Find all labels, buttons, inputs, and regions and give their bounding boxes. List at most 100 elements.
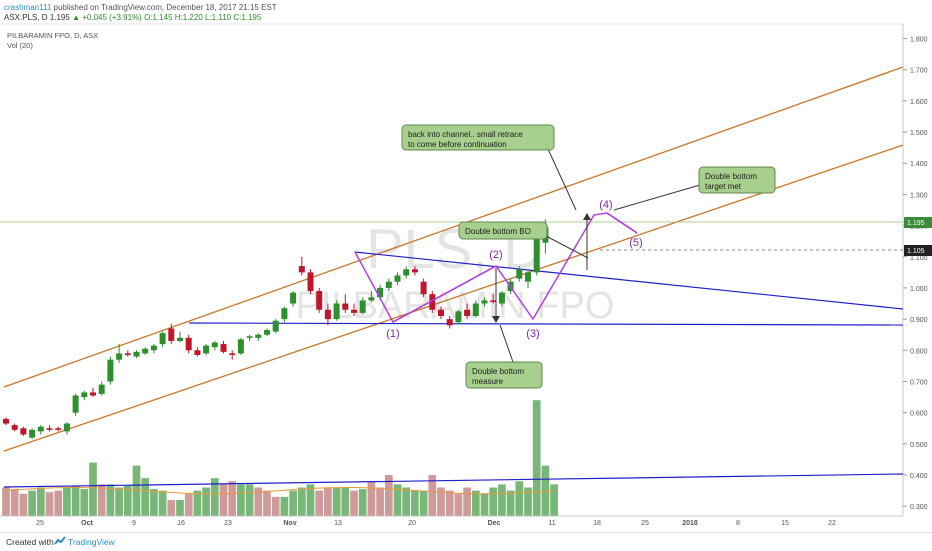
candle-body xyxy=(46,428,53,430)
candle-body xyxy=(298,266,305,273)
volume-bar xyxy=(219,484,228,516)
candle-body xyxy=(516,269,523,279)
time-tick-label: 25 xyxy=(36,520,44,527)
time-tick-label: 11 xyxy=(548,520,555,527)
note-target-box xyxy=(698,166,776,194)
volume-bar xyxy=(419,490,428,516)
candle-body xyxy=(194,350,201,355)
pattern-leg xyxy=(392,265,497,323)
candle-body xyxy=(324,309,331,320)
time-tick-label: 25 xyxy=(641,520,649,527)
volume-bar xyxy=(411,490,419,516)
candle-body xyxy=(150,345,157,351)
candle-body xyxy=(220,344,227,352)
volume-bar xyxy=(402,487,411,516)
volume-bar xyxy=(297,487,306,516)
candle-body xyxy=(29,429,36,438)
time-tick-label: 18 xyxy=(593,520,601,527)
time-tick-label: 20 xyxy=(408,520,416,527)
time-tick-label: 23 xyxy=(224,520,232,527)
candle-body xyxy=(394,275,401,282)
candle-body xyxy=(490,300,497,302)
volume-bar xyxy=(384,475,393,516)
volume-bar xyxy=(184,493,193,516)
price-tick-label: 0.500 xyxy=(910,442,928,449)
watermark: PLS, D PILBARAMIN FPO xyxy=(296,217,615,327)
volume-bar xyxy=(71,485,80,516)
candle-body xyxy=(255,334,262,338)
volume-bar xyxy=(271,496,280,516)
quote-line: ASX:PLS, D 1.195 ▲ +0.045 (+3.91%) O:1.1… xyxy=(4,13,261,22)
last-price: 1.195 xyxy=(49,13,70,22)
candle-body xyxy=(159,333,166,345)
price-axis: 1.8001.7001.6001.5001.4001.3001.2001.100… xyxy=(903,37,932,511)
channel-lower-line xyxy=(3,144,904,452)
publish-line: crashman111 published on TradingView.com… xyxy=(4,3,277,12)
volume-bar xyxy=(437,487,445,516)
candle-body xyxy=(203,345,210,354)
wave-label: (2) xyxy=(489,249,502,261)
marker-price-tag-text: 1.105 xyxy=(907,248,925,255)
note-channel-pointer xyxy=(547,148,577,211)
wave-label: (3) xyxy=(526,328,539,340)
candle-body xyxy=(211,342,218,348)
price-tick-label: 0.600 xyxy=(910,411,928,418)
candle-body xyxy=(229,353,236,355)
note-bo-box xyxy=(458,221,548,240)
volume-legend[interactable]: Vol (20) xyxy=(7,41,33,50)
watermark-name: PILBARAMIN FPO xyxy=(296,285,615,327)
price-tick-label: 0.300 xyxy=(910,504,928,511)
published-text: published on TradingView.com, December 1… xyxy=(53,3,277,12)
volume-bar xyxy=(63,487,71,516)
volume-bar xyxy=(454,493,463,516)
time-tick-label: 22 xyxy=(828,520,836,527)
chart-background xyxy=(0,0,932,532)
candle-body xyxy=(81,392,88,398)
volume-bar xyxy=(445,490,454,516)
tradingview-brand-link[interactable]: TradingView xyxy=(68,537,115,547)
last-price-tag-text: 1.195 xyxy=(907,220,925,227)
volume-bar xyxy=(19,493,28,516)
note-channel-text: back into channel.. small retrace xyxy=(408,130,523,139)
candle-body xyxy=(359,300,366,313)
volume-bar xyxy=(550,484,558,516)
volume-bar xyxy=(306,484,315,516)
grid xyxy=(0,23,904,517)
note-measure-text: measure xyxy=(472,377,504,386)
wave-label: (1) xyxy=(386,328,399,340)
candle-body xyxy=(63,423,70,432)
marker-price-tag xyxy=(904,245,932,256)
volume-bar xyxy=(89,462,97,516)
volume-bars xyxy=(2,400,558,516)
candle-body xyxy=(481,300,488,304)
volume-bar xyxy=(532,400,541,516)
volume-bar xyxy=(10,489,19,516)
time-tick-label: 8 xyxy=(736,520,740,527)
time-tick-label: 16 xyxy=(177,520,185,527)
symbol-legend[interactable]: PILBARAMIN FPO, D, ASX xyxy=(7,31,99,40)
candle-body xyxy=(185,337,192,351)
created-with-text: Created with xyxy=(6,537,54,547)
footer: Created with TradingView xyxy=(0,532,932,551)
volume-bar xyxy=(350,490,358,516)
note-channel-box xyxy=(401,124,555,151)
candle-body xyxy=(420,281,427,295)
price-tick-label: 1.300 xyxy=(910,192,928,199)
price-chart[interactable]: PLS, D PILBARAMIN FPO (1) (2) (3) (4) (5) ba… xyxy=(0,0,932,532)
resistance-trendline xyxy=(354,251,904,310)
measure-arrowhead xyxy=(492,316,500,323)
volume-bar xyxy=(367,481,376,516)
candle-body xyxy=(525,272,531,282)
volume-bar xyxy=(376,487,384,516)
target-arrowhead xyxy=(583,213,591,220)
tradingview-logo-icon xyxy=(54,536,66,545)
note-target-text: target met xyxy=(705,182,742,191)
volume-bar xyxy=(471,490,480,516)
candle-body xyxy=(307,272,314,292)
volume-bar xyxy=(541,465,550,516)
volume-bar xyxy=(202,487,210,516)
volume-bar xyxy=(289,490,297,516)
note-target-text: Double bottom xyxy=(705,172,757,181)
author-link[interactable]: crashman111 xyxy=(4,3,52,12)
volume-bar xyxy=(332,487,341,516)
